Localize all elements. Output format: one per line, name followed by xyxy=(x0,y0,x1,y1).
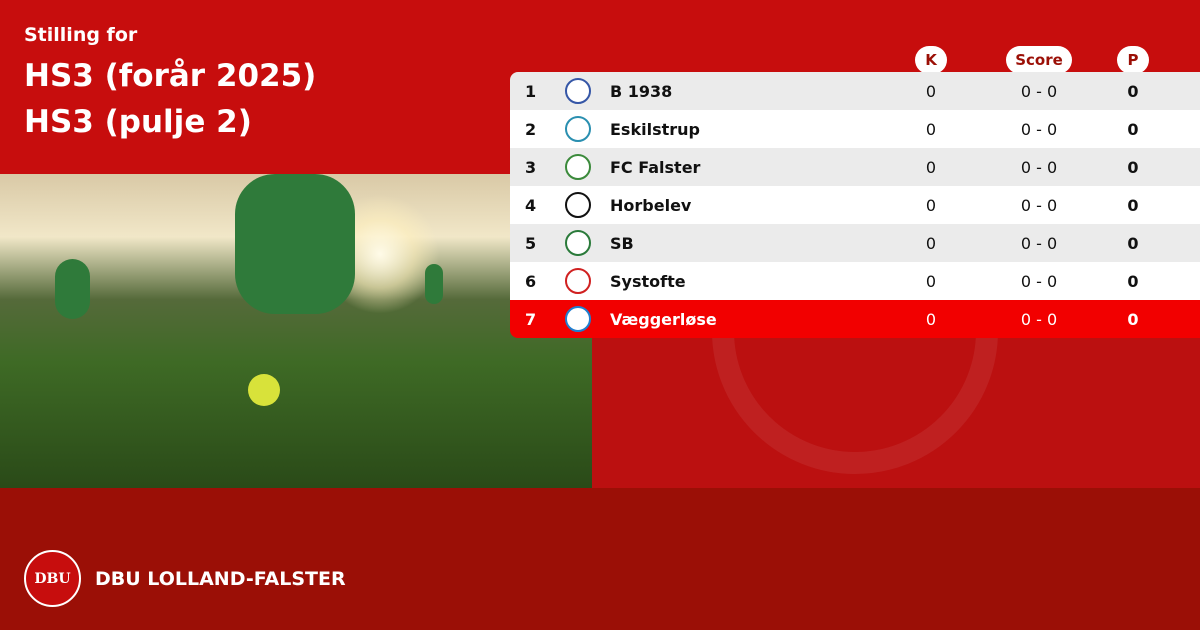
score: 0 - 0 xyxy=(1020,271,1058,291)
dbu-logo: DBU xyxy=(24,550,81,607)
score: 0 - 0 xyxy=(1020,119,1058,139)
team-name[interactable]: Eskilstrup xyxy=(610,119,700,139)
matches-played: 0 xyxy=(925,233,937,253)
team-name[interactable]: Væggerløse xyxy=(610,309,717,329)
points: 0 xyxy=(1127,119,1139,139)
team-name[interactable]: B 1938 xyxy=(610,81,673,101)
points: 0 xyxy=(1127,233,1139,253)
rank: 4 xyxy=(525,195,537,215)
team-logo-icon xyxy=(565,192,591,218)
matches-played: 0 xyxy=(925,195,937,215)
player xyxy=(235,174,355,314)
rank: 6 xyxy=(525,271,537,291)
score: 0 - 0 xyxy=(1020,81,1058,101)
table-row[interactable]: 6 Systofte 0 0 - 0 0 xyxy=(510,262,1200,300)
matches-played: 0 xyxy=(925,157,937,177)
points: 0 xyxy=(1127,195,1139,215)
team-logo-icon xyxy=(565,116,591,142)
score: 0 - 0 xyxy=(1020,157,1058,177)
title-pool: HS3 (pulje 2) xyxy=(24,104,252,140)
player xyxy=(55,259,90,319)
football-photo xyxy=(0,174,592,488)
table-row[interactable]: 4 Horbelev 0 0 - 0 0 xyxy=(510,186,1200,224)
column-header-p[interactable]: P xyxy=(1117,46,1149,74)
team-name[interactable]: Horbelev xyxy=(610,195,692,215)
table-row[interactable]: 5 SB 0 0 - 0 0 xyxy=(510,224,1200,262)
rank: 7 xyxy=(525,309,537,329)
points: 0 xyxy=(1127,271,1139,291)
rank: 1 xyxy=(525,81,537,101)
points: 0 xyxy=(1127,157,1139,177)
rank: 5 xyxy=(525,233,537,253)
team-name[interactable]: Systofte xyxy=(610,271,686,291)
player xyxy=(425,264,443,304)
matches-played: 0 xyxy=(925,81,937,101)
score: 0 - 0 xyxy=(1020,195,1058,215)
team-logo-icon xyxy=(565,306,591,332)
team-logo-icon xyxy=(565,268,591,294)
team-name[interactable]: SB xyxy=(610,233,634,253)
table-row[interactable]: 1 B 1938 0 0 - 0 0 xyxy=(510,72,1200,110)
points: 0 xyxy=(1127,309,1139,329)
rank: 3 xyxy=(525,157,537,177)
table-row[interactable]: 3 FC Falster 0 0 - 0 0 xyxy=(510,148,1200,186)
matches-played: 0 xyxy=(925,119,937,139)
organization-name: DBU LOLLAND-FALSTER xyxy=(95,568,346,590)
table-row[interactable]: 7 Væggerløse 0 0 - 0 0 xyxy=(510,300,1200,338)
column-header-score[interactable]: Score xyxy=(1006,46,1072,74)
team-logo-icon xyxy=(565,230,591,256)
table-row[interactable]: 2 Eskilstrup 0 0 - 0 0 xyxy=(510,110,1200,148)
title-season: HS3 (forår 2025) xyxy=(24,58,317,94)
matches-played: 0 xyxy=(925,309,937,329)
ball xyxy=(248,374,280,406)
dbu-logo-text: DBU xyxy=(34,570,71,587)
matches-played: 0 xyxy=(925,271,937,291)
score: 0 - 0 xyxy=(1020,309,1058,329)
rank: 2 xyxy=(525,119,537,139)
subtitle: Stilling for xyxy=(24,24,138,46)
team-logo-icon xyxy=(565,154,591,180)
score: 0 - 0 xyxy=(1020,233,1058,253)
team-logo-icon xyxy=(565,78,591,104)
column-header-k[interactable]: K xyxy=(915,46,947,74)
team-name[interactable]: FC Falster xyxy=(610,157,701,177)
points: 0 xyxy=(1127,81,1139,101)
